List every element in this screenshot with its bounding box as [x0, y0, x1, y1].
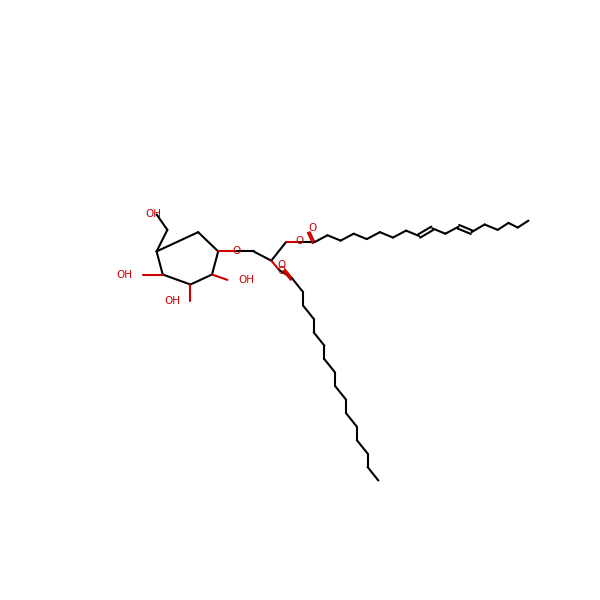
Text: O: O	[233, 245, 241, 256]
Text: O: O	[277, 260, 286, 270]
Text: OH: OH	[146, 209, 162, 218]
Text: O: O	[308, 223, 316, 233]
Text: OH: OH	[238, 275, 254, 285]
Text: O: O	[277, 266, 286, 275]
Text: O: O	[296, 236, 304, 247]
Text: OH: OH	[164, 296, 181, 305]
Text: OH: OH	[117, 269, 133, 280]
